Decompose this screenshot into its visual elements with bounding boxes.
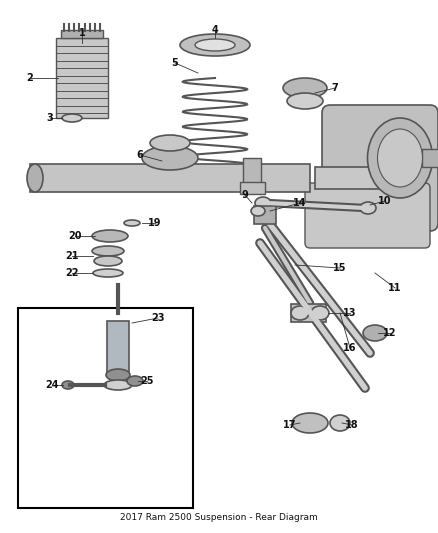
Text: 18: 18 [345,420,359,430]
Text: 1: 1 [79,28,85,38]
Text: 12: 12 [383,328,397,338]
Text: 24: 24 [45,380,59,390]
Text: 2: 2 [27,73,33,83]
Ellipse shape [124,220,140,226]
Ellipse shape [94,256,122,266]
Bar [240,182,265,194]
Bar [290,304,325,322]
Ellipse shape [330,415,350,431]
Ellipse shape [27,164,43,192]
Text: 20: 20 [68,231,82,241]
Bar [56,38,108,118]
Text: 16: 16 [343,343,357,353]
Ellipse shape [150,135,190,151]
Ellipse shape [360,202,376,214]
Text: 2017 Ram 2500 Suspension - Rear Diagram: 2017 Ram 2500 Suspension - Rear Diagram [120,513,318,522]
Text: 6: 6 [137,150,143,160]
FancyBboxPatch shape [305,183,430,248]
Bar [315,167,405,189]
Text: 9: 9 [242,190,248,200]
Ellipse shape [363,325,387,341]
Text: 13: 13 [343,308,357,318]
Ellipse shape [195,39,235,51]
Ellipse shape [251,206,265,216]
Ellipse shape [287,93,323,109]
Ellipse shape [127,376,143,386]
Text: 21: 21 [65,251,79,261]
Ellipse shape [104,380,132,390]
Text: 25: 25 [140,376,154,386]
Bar [180,166,250,174]
Bar [30,164,310,192]
Text: 4: 4 [212,25,219,35]
Ellipse shape [378,129,423,187]
Text: 15: 15 [333,263,347,273]
Ellipse shape [62,381,74,389]
FancyBboxPatch shape [322,105,438,231]
Ellipse shape [292,413,328,433]
Bar [422,149,438,167]
Text: 19: 19 [148,218,162,228]
Ellipse shape [180,34,250,56]
Text: 11: 11 [388,283,402,293]
Text: 7: 7 [332,83,339,93]
Text: 22: 22 [65,268,79,278]
Ellipse shape [92,246,124,256]
Ellipse shape [255,197,271,209]
Text: 14: 14 [293,198,307,208]
Ellipse shape [291,306,309,320]
Text: 10: 10 [378,196,392,206]
Text: 17: 17 [283,420,297,430]
Ellipse shape [283,78,327,98]
Text: 5: 5 [172,58,178,68]
Bar [243,158,261,188]
Text: 3: 3 [46,113,53,123]
FancyBboxPatch shape [18,308,193,508]
Ellipse shape [92,230,128,242]
Bar [61,30,103,38]
Text: 23: 23 [151,313,165,323]
Ellipse shape [106,369,130,381]
Ellipse shape [142,146,198,170]
Ellipse shape [311,306,329,320]
Ellipse shape [62,114,82,122]
Ellipse shape [367,118,432,198]
Bar [107,320,129,376]
Ellipse shape [93,269,123,277]
Bar [254,206,276,224]
